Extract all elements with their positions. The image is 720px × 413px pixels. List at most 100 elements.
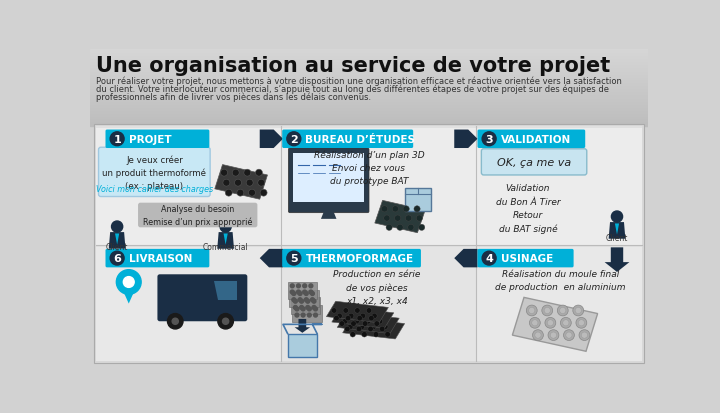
Circle shape bbox=[233, 170, 239, 177]
Bar bbox=[90, 78, 648, 79]
Bar bbox=[90, 95, 648, 96]
Circle shape bbox=[348, 313, 354, 319]
Circle shape bbox=[386, 225, 392, 231]
Text: BUREAU D’ÉTUDES: BUREAU D’ÉTUDES bbox=[305, 135, 415, 145]
Bar bbox=[90, 94, 648, 95]
Circle shape bbox=[302, 290, 307, 294]
Text: 4: 4 bbox=[485, 254, 493, 263]
Circle shape bbox=[564, 330, 575, 341]
Circle shape bbox=[237, 190, 244, 197]
Bar bbox=[90, 90, 648, 91]
FancyBboxPatch shape bbox=[96, 248, 282, 361]
Bar bbox=[90, 108, 648, 109]
Text: PROJET: PROJET bbox=[129, 135, 171, 145]
FancyBboxPatch shape bbox=[287, 282, 317, 299]
Bar bbox=[90, 92, 648, 93]
Bar bbox=[90, 82, 648, 83]
FancyBboxPatch shape bbox=[292, 305, 322, 322]
Bar bbox=[90, 97, 648, 98]
Circle shape bbox=[290, 284, 294, 288]
FancyBboxPatch shape bbox=[96, 129, 282, 245]
Bar bbox=[90, 125, 648, 126]
Circle shape bbox=[351, 321, 356, 326]
Bar bbox=[90, 59, 648, 60]
Circle shape bbox=[377, 319, 382, 324]
Text: Réalisation d’un plan 3D
Envoi chez vous
du prototype BAT: Réalisation d’un plan 3D Envoi chez vous… bbox=[314, 150, 424, 186]
Circle shape bbox=[339, 321, 345, 326]
Circle shape bbox=[309, 290, 312, 294]
Circle shape bbox=[545, 318, 556, 328]
Circle shape bbox=[579, 330, 590, 341]
Bar bbox=[90, 79, 648, 80]
Text: VALIDATION: VALIDATION bbox=[500, 135, 571, 145]
Circle shape bbox=[123, 277, 134, 288]
Text: Commercial: Commercial bbox=[203, 242, 248, 252]
Circle shape bbox=[354, 319, 359, 324]
Circle shape bbox=[372, 313, 377, 319]
Circle shape bbox=[575, 308, 581, 314]
Circle shape bbox=[314, 307, 318, 311]
Circle shape bbox=[172, 318, 179, 325]
Polygon shape bbox=[513, 298, 598, 351]
Circle shape bbox=[563, 320, 569, 326]
Bar bbox=[90, 72, 648, 73]
Bar bbox=[90, 88, 648, 89]
Circle shape bbox=[298, 292, 302, 296]
FancyBboxPatch shape bbox=[482, 150, 587, 176]
Circle shape bbox=[382, 206, 387, 212]
Circle shape bbox=[222, 318, 229, 325]
Circle shape bbox=[369, 316, 374, 321]
Circle shape bbox=[395, 216, 401, 222]
Circle shape bbox=[110, 133, 124, 146]
Bar bbox=[90, 51, 648, 52]
Circle shape bbox=[416, 216, 423, 222]
Polygon shape bbox=[214, 282, 238, 300]
FancyBboxPatch shape bbox=[99, 148, 210, 197]
Bar bbox=[90, 124, 648, 125]
Circle shape bbox=[611, 211, 623, 223]
Bar bbox=[90, 86, 648, 87]
Bar bbox=[90, 100, 648, 101]
Circle shape bbox=[331, 308, 337, 313]
Circle shape bbox=[220, 221, 231, 233]
Circle shape bbox=[287, 252, 301, 266]
Bar bbox=[90, 93, 648, 94]
Bar bbox=[90, 52, 648, 53]
Circle shape bbox=[302, 284, 307, 288]
Circle shape bbox=[573, 305, 584, 316]
Circle shape bbox=[301, 307, 305, 311]
Bar bbox=[90, 89, 648, 90]
Bar bbox=[90, 71, 648, 72]
Circle shape bbox=[362, 321, 368, 326]
Bar bbox=[90, 70, 648, 71]
Bar bbox=[90, 66, 648, 67]
Bar bbox=[90, 116, 648, 117]
Polygon shape bbox=[332, 307, 394, 328]
Bar bbox=[90, 118, 648, 119]
Circle shape bbox=[366, 308, 372, 313]
FancyBboxPatch shape bbox=[477, 249, 574, 268]
Bar bbox=[90, 50, 648, 51]
Circle shape bbox=[360, 313, 366, 319]
Bar bbox=[90, 63, 648, 64]
Circle shape bbox=[529, 318, 540, 328]
FancyBboxPatch shape bbox=[96, 127, 642, 361]
Circle shape bbox=[301, 313, 305, 317]
Bar bbox=[90, 110, 648, 111]
Circle shape bbox=[482, 133, 496, 146]
Bar bbox=[90, 53, 648, 54]
Circle shape bbox=[300, 306, 304, 310]
Circle shape bbox=[528, 308, 535, 314]
FancyBboxPatch shape bbox=[293, 153, 364, 202]
FancyBboxPatch shape bbox=[282, 129, 476, 245]
Polygon shape bbox=[326, 301, 388, 323]
Text: 3: 3 bbox=[485, 135, 493, 145]
Circle shape bbox=[306, 306, 310, 310]
Text: Réalisation du moule final
de production  en aluminium: Réalisation du moule final de production… bbox=[495, 269, 626, 292]
Bar bbox=[90, 98, 648, 99]
Bar bbox=[90, 81, 648, 82]
Polygon shape bbox=[260, 249, 283, 268]
FancyBboxPatch shape bbox=[291, 298, 320, 315]
Circle shape bbox=[256, 170, 262, 177]
Bar bbox=[90, 75, 648, 76]
